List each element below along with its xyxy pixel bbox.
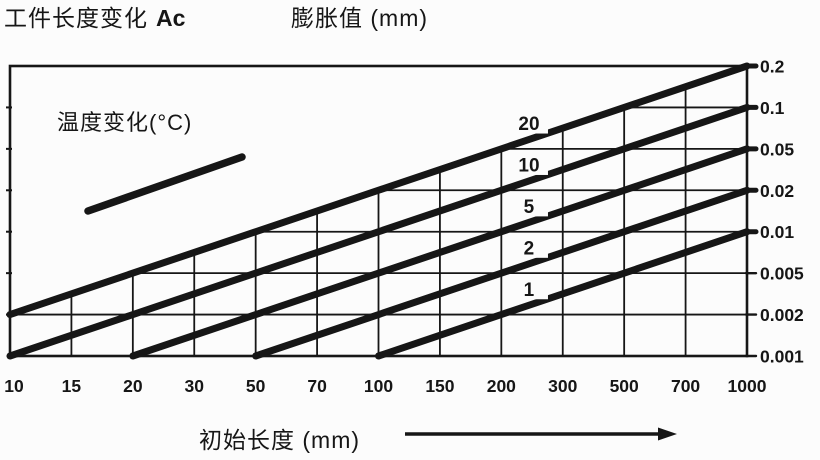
temperature-legend-label: 温度变化(°C) (57, 110, 193, 135)
x-tick-label-30: 30 (185, 376, 205, 396)
page-title-text: 工件长度变化 (4, 5, 148, 31)
temp-line-20 (6, 62, 751, 319)
x-tick-label-1000: 1000 (728, 376, 767, 396)
temp-line-label-bg (509, 278, 548, 300)
x-tick-label-20: 20 (123, 376, 143, 396)
temp-line-label-2: 2 (524, 238, 535, 259)
x-axis-tick-labels: 10 15 20 30 50 70 100 150 200 300 500 700 1000 (4, 376, 766, 396)
x-tick-label-150: 150 (425, 376, 454, 396)
temp-line-label-5: 5 (524, 197, 535, 218)
y-tick-label-0.001: 0.001 (760, 347, 804, 367)
temp-line-10 (6, 103, 751, 360)
x-tick-label-200: 200 (487, 376, 516, 396)
temperature-lines (6, 62, 751, 360)
y-tick-label-0.02: 0.02 (760, 181, 794, 201)
x-tick-label-70: 70 (307, 376, 327, 396)
y-tick-label-0.005: 0.005 (760, 264, 804, 284)
page-title-symbol: Ac (156, 5, 186, 31)
y-tick-label-0.002: 0.002 (760, 305, 804, 325)
temp-line-label-bg (509, 153, 548, 175)
temp-line-label-10: 10 (518, 155, 539, 176)
y-tick-label-0.01: 0.01 (760, 222, 794, 242)
arrow-head (658, 427, 677, 441)
x-tick-label-15: 15 (62, 376, 82, 396)
y-axis-title: 膨胀值 (mm) (291, 5, 429, 31)
temp-line-label-bg (509, 195, 548, 217)
temp-line-2 (252, 186, 751, 360)
x-tick-label-100: 100 (364, 376, 393, 396)
x-axis-title: 初始长度 (mm) (199, 427, 361, 453)
y-tick-label-0.05: 0.05 (760, 139, 794, 159)
temp-line-label-20: 20 (518, 114, 539, 135)
temp-line-1 (375, 228, 751, 360)
y-tick-label-0.1: 0.1 (760, 98, 785, 118)
temp-line-label-bg (509, 236, 548, 258)
temp-line-label-1: 1 (524, 280, 535, 301)
x-tick-label-500: 500 (610, 376, 639, 396)
page-title: 工件长度变化 Ac (4, 5, 185, 31)
y-axis-tick-labels: 0.2 0.1 0.05 0.02 0.01 0.005 0.002 0.001 (760, 57, 804, 367)
x-tick-label-50: 50 (246, 376, 266, 396)
x-tick-label-10: 10 (4, 376, 24, 396)
x-axis-direction-arrow (405, 427, 677, 441)
temperature-line-labels: 20 10 5 2 1 (509, 112, 548, 301)
y-tick-label-0.2: 0.2 (760, 57, 785, 77)
x-tick-label-300: 300 (548, 376, 577, 396)
temp-line-5 (129, 145, 751, 360)
temp-line-label-bg (509, 112, 548, 134)
x-tick-label-700: 700 (671, 376, 700, 396)
temperature-legend-line (84, 153, 246, 215)
